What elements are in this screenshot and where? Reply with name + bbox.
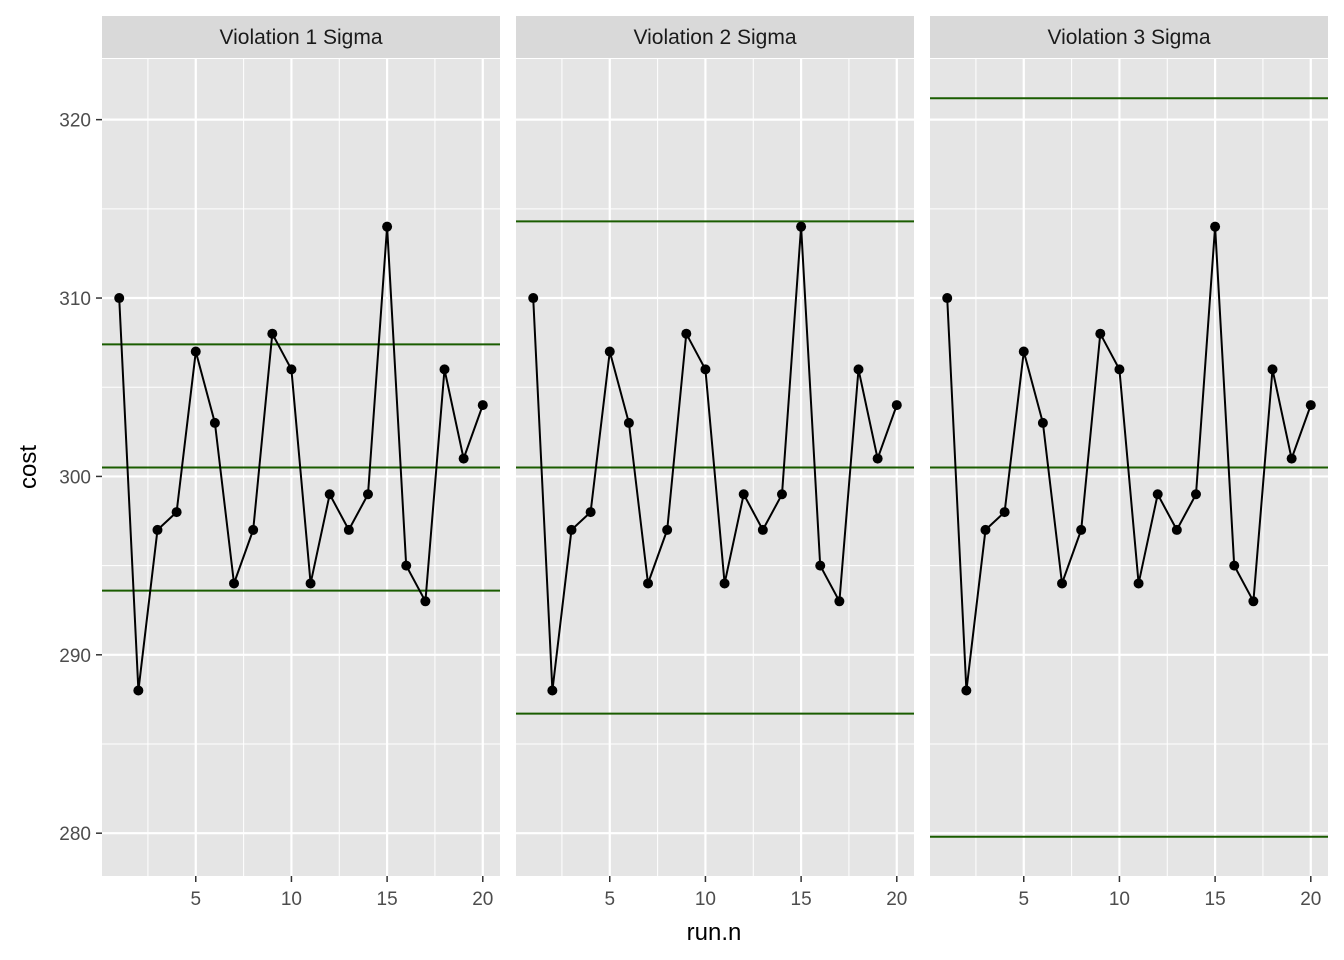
x-tick-label: 5 (190, 889, 201, 910)
facet-strip (930, 16, 1328, 58)
y-tick-label: 300 (59, 467, 91, 488)
data-point (853, 364, 864, 375)
data-point (420, 596, 431, 607)
facet-strip (516, 16, 914, 58)
data-point (382, 221, 393, 232)
data-point (1190, 489, 1201, 500)
data-point (942, 293, 953, 304)
data-point (1210, 221, 1221, 232)
x-tick-label: 10 (281, 889, 302, 910)
data-point (999, 507, 1010, 518)
data-point (700, 364, 711, 375)
x-tick-label: 5 (1018, 889, 1029, 910)
series-line (532, 226, 898, 691)
series-line (118, 226, 484, 691)
facet-strip-label: Violation 3 Sigma (1047, 26, 1210, 49)
data-point (248, 524, 259, 535)
x-tick-label: 20 (1300, 889, 1321, 910)
x-tick-label: 15 (377, 889, 398, 910)
data-point (190, 346, 201, 357)
facets: Violation 1 Sigma Violation 2 Sigma Violat… (102, 16, 1328, 876)
data-point (286, 364, 297, 375)
data-point (604, 346, 615, 357)
data-point (623, 417, 634, 428)
x-tick-label: 5 (604, 889, 615, 910)
x-axes: 5 10 15 20 5 10 15 20 5 10 15 20 (190, 876, 1321, 910)
data-point (1305, 400, 1316, 411)
data-point (1248, 596, 1259, 607)
data-point (1018, 346, 1029, 357)
x-tick-label: 10 (1109, 889, 1130, 910)
facet-strip-label: Violation 2 Sigma (633, 26, 796, 49)
facet-strip (102, 16, 500, 58)
data-point (267, 328, 278, 339)
data-point (547, 685, 558, 696)
data-point (980, 524, 991, 535)
data-point (891, 400, 902, 411)
data-point (458, 453, 469, 464)
x-tick-label: 20 (886, 889, 907, 910)
y-tick-label: 290 (59, 646, 91, 667)
y-axis-title: cost (15, 445, 42, 489)
x-tick-label: 15 (791, 889, 812, 910)
y-tick-label: 280 (59, 824, 91, 845)
data-point (738, 489, 749, 500)
data-point (1267, 364, 1278, 375)
data-point (1133, 578, 1144, 589)
data-point (585, 507, 596, 518)
data-point (961, 685, 972, 696)
data-point (362, 489, 373, 500)
data-point (114, 293, 125, 304)
data-point (1152, 489, 1163, 500)
data-point (834, 596, 845, 607)
data-point (1171, 524, 1182, 535)
y-axis: 280 290 300 310 320 (59, 111, 102, 845)
data-point (305, 578, 316, 589)
data-point (528, 293, 539, 304)
data-point (209, 417, 220, 428)
data-point (815, 560, 826, 571)
data-point (757, 524, 768, 535)
data-point (776, 489, 787, 500)
facet-panel-1: Violation 1 Sigma (102, 16, 500, 876)
data-point (719, 578, 730, 589)
data-point (662, 524, 673, 535)
data-point (152, 524, 163, 535)
x-tick-label: 10 (695, 889, 716, 910)
series-line (946, 226, 1312, 691)
data-point (1286, 453, 1297, 464)
data-point (566, 524, 577, 535)
data-point (872, 453, 883, 464)
y-tick-label: 320 (59, 111, 91, 132)
data-point (1057, 578, 1068, 589)
data-point (324, 489, 335, 500)
data-point (343, 524, 354, 535)
facet-panel-3: Violation 3 Sigma (930, 16, 1328, 876)
y-tick-label: 310 (59, 289, 91, 310)
data-point (401, 560, 412, 571)
facet-panel-2: Violation 2 Sigma (516, 16, 914, 876)
facet-strip-label: Violation 1 Sigma (219, 26, 382, 49)
data-point (477, 400, 488, 411)
data-point (133, 685, 144, 696)
data-point (229, 578, 240, 589)
data-point (1095, 328, 1106, 339)
x-tick-label: 20 (472, 889, 493, 910)
data-point (681, 328, 692, 339)
data-point (439, 364, 450, 375)
data-point (643, 578, 654, 589)
x-tick-label: 15 (1205, 889, 1226, 910)
data-point (1037, 417, 1048, 428)
data-point (1229, 560, 1240, 571)
data-point (171, 507, 182, 518)
data-point (796, 221, 807, 232)
data-point (1076, 524, 1087, 535)
data-point (1114, 364, 1125, 375)
x-axis-title: run.n (687, 919, 742, 946)
